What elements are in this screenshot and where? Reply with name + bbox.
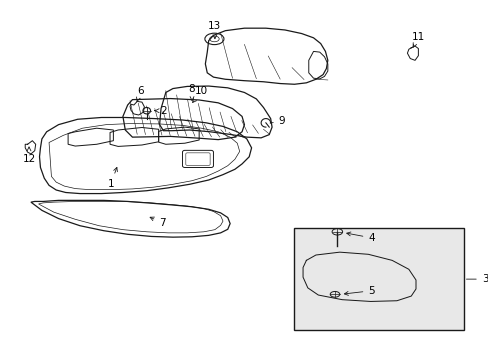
Text: 13: 13 [208,21,221,39]
Text: 10: 10 [192,86,208,103]
Text: 3: 3 [466,274,488,284]
Text: 9: 9 [269,116,285,126]
Text: 5: 5 [344,286,374,296]
Text: 8: 8 [188,84,195,100]
Text: 11: 11 [411,32,424,48]
Text: 12: 12 [22,147,36,163]
Text: 1: 1 [107,167,117,189]
FancyBboxPatch shape [294,228,463,330]
Text: 6: 6 [136,86,143,102]
Text: 7: 7 [150,217,165,228]
Text: 2: 2 [154,106,166,116]
Text: 4: 4 [346,232,374,243]
